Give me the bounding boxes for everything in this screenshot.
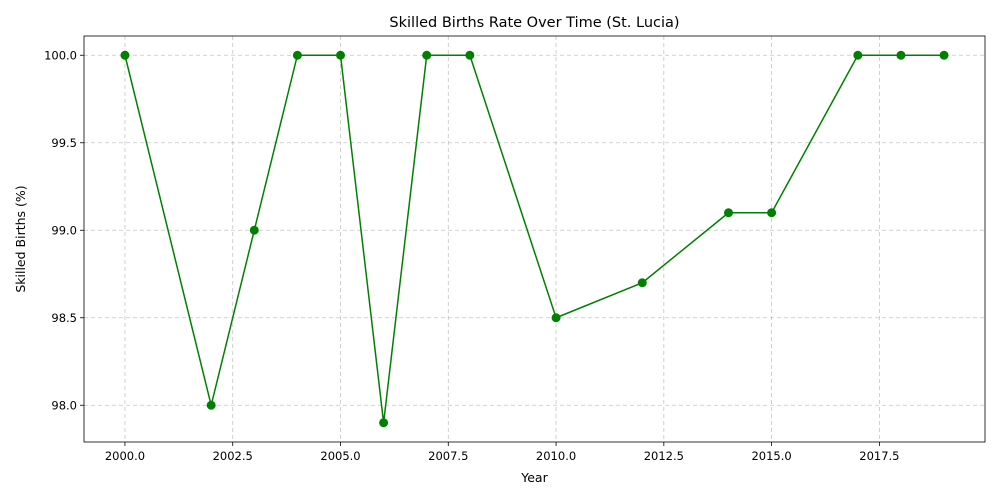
x-tick-label: 2010.0	[536, 449, 576, 463]
y-tick-label: 100.0	[44, 48, 77, 62]
data-point	[853, 50, 863, 60]
chart-title: Skilled Births Rate Over Time (St. Lucia…	[389, 15, 679, 31]
data-point	[379, 418, 389, 428]
data-point	[767, 208, 777, 218]
x-tick-label: 2015.0	[751, 449, 791, 463]
axes: 2000.0 2002.5 2005.0 2007.5 2010.0 2012.5 2015…	[44, 48, 899, 463]
data-point	[939, 50, 949, 60]
x-axis-title: Year	[520, 470, 548, 485]
data-point	[896, 50, 906, 60]
data-point	[551, 313, 561, 323]
data-point	[637, 278, 647, 288]
grid-lines	[84, 36, 985, 442]
data-point	[336, 50, 346, 60]
series-line	[124, 54, 945, 424]
y-tick-label: 99.5	[51, 136, 77, 150]
x-tick-label: 2007.5	[428, 449, 468, 463]
data-point	[422, 50, 432, 60]
x-tick-label: 2005.0	[320, 449, 360, 463]
data-series	[120, 50, 949, 428]
plot-frame	[83, 35, 986, 443]
y-tick-label: 99.0	[51, 223, 77, 237]
x-tick-label: 2012.5	[644, 449, 684, 463]
data-point	[465, 50, 475, 60]
x-tick-label: 2000.0	[105, 449, 145, 463]
y-tick-label: 98.0	[51, 398, 77, 412]
data-point	[206, 400, 216, 410]
y-axis-title: Skilled Births (%)	[13, 185, 28, 292]
x-tick-label: 2017.5	[859, 449, 899, 463]
y-tick-label: 98.5	[51, 311, 77, 325]
data-point	[120, 50, 130, 60]
x-tick-label: 2002.5	[213, 449, 253, 463]
data-point	[249, 225, 259, 235]
data-point	[723, 208, 733, 218]
data-point	[292, 50, 302, 60]
